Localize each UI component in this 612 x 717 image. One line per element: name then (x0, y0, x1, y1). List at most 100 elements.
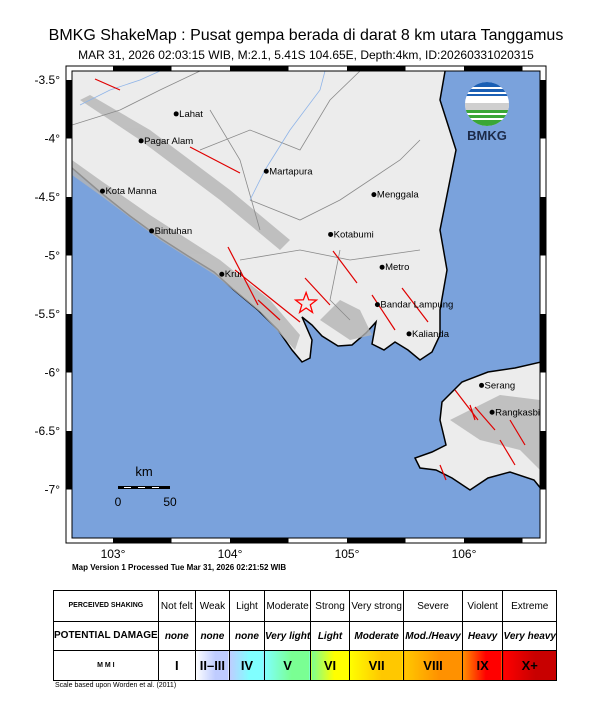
svg-text:km: km (135, 464, 152, 479)
fault-line (189, 146, 241, 174)
svg-text:50: 50 (163, 495, 177, 509)
city-marker: Martapura (263, 166, 313, 177)
city-label: Bintuhan (155, 226, 193, 237)
potential-damage-label: POTENTIAL DAMAGE (53, 621, 159, 651)
city-dot-icon (374, 302, 380, 308)
fault-line (371, 294, 396, 331)
scale-note: Scale based upon Worden et al. (2011) (55, 682, 177, 689)
fault-line (332, 250, 358, 284)
latitude-tick-label: -6° (45, 366, 61, 380)
faults (94, 78, 526, 481)
fault-line (439, 464, 447, 481)
city-marker: Kalianda (406, 329, 450, 340)
longitude-tick-label: 105° (335, 547, 360, 561)
city-label: Pagar Alam (144, 136, 193, 147)
scale-bar: km 0 50 (115, 464, 177, 509)
shaking-cell: Moderate (263, 590, 312, 622)
shaking-cell: Very strong (348, 590, 405, 622)
terrain-shading (72, 95, 540, 470)
mmi-cell: I (157, 650, 196, 681)
province-boundaries (72, 71, 421, 321)
city-dot-icon (173, 111, 179, 117)
damage-cell: Moderate (348, 621, 405, 651)
mmi-cell: VI (310, 650, 350, 681)
city-dot-icon (406, 331, 412, 337)
shaking-cell: Light (228, 590, 265, 622)
city-dot-icon (149, 228, 155, 234)
city-marker: Bintuhan (149, 226, 192, 237)
city-dot-icon (328, 231, 334, 237)
mmi-cell: VIII (403, 650, 463, 681)
svg-text:0: 0 (115, 495, 122, 509)
fault-line (499, 439, 516, 466)
epicenter-star-icon (293, 290, 319, 314)
event-details: MAR 31, 2026 02:03:15 WIB, M:2.1, 5.41S … (78, 48, 534, 62)
fault-line (257, 299, 281, 321)
city-dot-icon (379, 264, 385, 270)
map-title: BMKG ShakeMap : Pusat gempa berada di da… (48, 27, 564, 44)
city-dot-icon (219, 271, 225, 277)
city-marker: Bandar Lampung (374, 300, 453, 311)
city-label: Serang (485, 380, 516, 391)
fault-line (469, 404, 476, 421)
city-dot-icon (489, 409, 495, 415)
bmkg-logo: BMKG (465, 82, 509, 143)
latitude-tick-label: -6.5° (35, 424, 61, 438)
rivers (79, 71, 326, 201)
map-version: Map Version 1 Processed Tue Mar 31, 2026… (72, 563, 287, 572)
damage-cell: none (157, 621, 196, 651)
city-dot-icon (263, 168, 269, 174)
longitude-tick-label: 106° (452, 547, 477, 561)
mmi-cell: VII (348, 650, 405, 681)
fault-line (401, 287, 429, 323)
city-dot-icon (479, 382, 485, 388)
mmi-cell: X+ (502, 650, 557, 681)
damage-cell: none (228, 621, 265, 651)
mmi-cell: IX (461, 650, 504, 681)
city-label: Bandar Lampung (380, 300, 453, 311)
longitude-tick-label: 103° (101, 547, 126, 561)
city-marker: Serang (479, 380, 515, 391)
fault-line (474, 406, 496, 431)
latitude-tick-label: -5° (45, 249, 61, 263)
damage-cell: none (194, 621, 230, 651)
mmi-label: M M I (53, 650, 159, 681)
shaking-cell: Strong (310, 590, 350, 622)
longitude-tick-label: 104° (218, 547, 243, 561)
latitude-tick-label: -4° (45, 132, 61, 146)
city-label: Kotabumi (334, 229, 374, 240)
city-marker: Lahat (173, 109, 203, 120)
perceived-shaking-label: PERCEIVED SHAKING (53, 590, 159, 622)
damage-cell: Heavy (461, 621, 504, 651)
city-marker: Kotabumi (328, 229, 374, 240)
mmi-cell: IV (228, 650, 265, 681)
shaking-cell: Not felt (157, 590, 196, 622)
map-frame (65, 65, 547, 544)
city-label: Lahat (179, 109, 203, 120)
city-dot-icon (138, 138, 144, 144)
city-label: Kalianda (412, 329, 450, 340)
shaking-cell: Violent (461, 590, 504, 622)
city-label: Rangkasbitung (495, 407, 558, 418)
latitude-tick-label: -3.5° (35, 73, 61, 87)
fault-line (304, 277, 331, 306)
city-marker: Kota Manna (99, 186, 157, 197)
city-label: Menggala (377, 190, 419, 201)
fault-line (509, 419, 526, 446)
damage-cell: Mod./Heavy (403, 621, 463, 651)
city-marker: Metro (379, 262, 409, 273)
fault-line (234, 269, 301, 323)
mmi-cell: V (263, 650, 312, 681)
city-marker: Krui (219, 269, 242, 280)
fault-line (454, 389, 479, 421)
damage-cell: Very light (263, 621, 312, 651)
damage-cell: Light (310, 621, 350, 651)
city-label: Krui (225, 269, 242, 280)
shakemap: Lahat Pagar Alam Martapura Menggala Kota Man… (35, 65, 558, 561)
svg-text:BMKG: BMKG (467, 128, 507, 143)
city-marker: Pagar Alam (138, 136, 193, 147)
city-dot-icon (371, 192, 377, 198)
mmi-legend: PERCEIVED SHAKING Not felt Weak Light Modera… (53, 590, 557, 681)
shaking-cell: Weak (194, 590, 230, 622)
city-label: Kota Manna (105, 186, 157, 197)
